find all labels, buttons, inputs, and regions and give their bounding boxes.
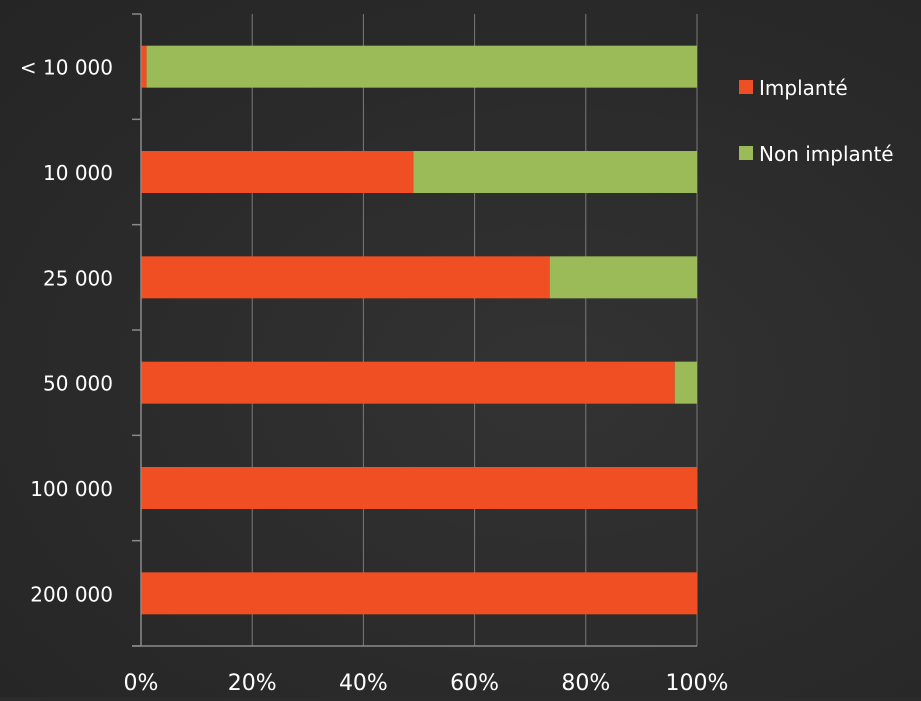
y-tick-label: 25 000 — [43, 266, 113, 290]
y-tick-label: 50 000 — [43, 372, 113, 396]
y-tick-label: 200 000 — [30, 582, 113, 606]
bar-implante — [141, 467, 697, 509]
tick-labels: 0% 20% 40% 60% 80% 100% < 10 000 10 000 25 000 50… — [20, 56, 729, 696]
bar-non-implante — [549, 256, 697, 299]
legend-label: Implanté — [759, 76, 848, 100]
x-tick-label: 60% — [450, 671, 499, 696]
y-tick-label: < 10 000 — [20, 56, 113, 80]
legend-swatch-implante — [739, 80, 753, 94]
axes — [132, 13, 697, 647]
bar-implante — [141, 361, 675, 404]
y-tick-label: 100 000 — [30, 477, 113, 501]
bar-implante — [141, 151, 414, 193]
bar-non-implante — [413, 151, 697, 193]
legend: Implanté Non implanté — [739, 76, 894, 166]
x-tick-label: 0% — [124, 671, 159, 696]
x-tick-label: 20% — [228, 671, 277, 696]
bar-implante — [141, 572, 697, 615]
x-tick-label: 40% — [339, 671, 388, 696]
y-tick-label: 10 000 — [43, 161, 113, 185]
bar-implante — [141, 256, 550, 299]
bar-non-implante — [674, 361, 697, 404]
bar-implante — [141, 45, 147, 88]
x-tick-label: 100% — [666, 671, 729, 696]
legend-label: Non implanté — [759, 142, 894, 166]
bars — [141, 45, 697, 615]
bar-non-implante — [146, 45, 697, 88]
grid-lines — [251, 14, 698, 646]
legend-swatch-non-implante — [739, 146, 753, 160]
x-tick-label: 80% — [561, 671, 610, 696]
